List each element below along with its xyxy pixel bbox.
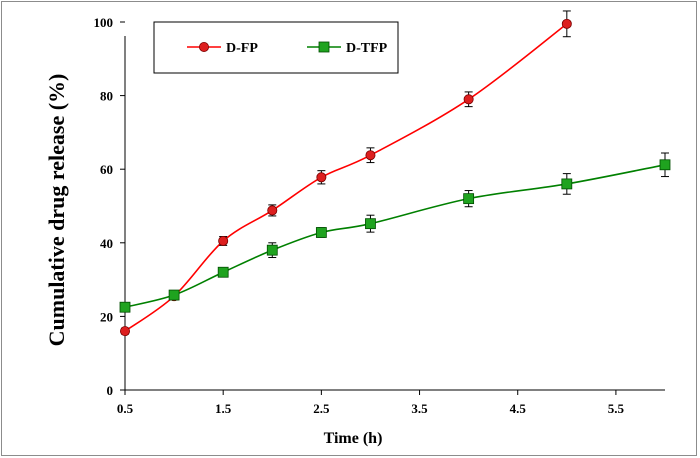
axes: 0.5 1.5 2.5 3.5 4.5 5.5 0 20 40 60 80 100: [94, 15, 665, 416]
x-tick-label: 5.5: [608, 401, 625, 416]
y-tick-label: 40: [100, 236, 113, 251]
legend: D-FP D-TFP: [153, 21, 399, 74]
legend-label: D-FP: [226, 41, 258, 56]
y-tick-label: 60: [100, 162, 113, 177]
data-point: [463, 94, 474, 105]
x-tick-label: 0.5: [117, 401, 134, 416]
data-point: [267, 205, 278, 216]
data-point: [316, 172, 327, 183]
data-point: [365, 150, 376, 161]
data-point: [217, 266, 229, 278]
y-axis-title: Cumulative drug release (%): [44, 74, 69, 347]
x-tick-label: 3.5: [411, 401, 428, 416]
data-point: [365, 218, 376, 230]
data-point: [119, 301, 131, 313]
data-point: [659, 159, 671, 171]
y-tick-label: 20: [100, 309, 113, 324]
data-point: [218, 235, 229, 246]
series-line: [124, 163, 666, 308]
x-axis-title: Time (h): [324, 430, 383, 447]
y-tick-label: 80: [100, 89, 113, 104]
legend-marker: [318, 41, 330, 53]
data-point: [266, 244, 278, 256]
legend-marker: [198, 42, 209, 53]
series-layer: [119, 10, 671, 337]
data-point: [168, 289, 180, 301]
series-d-tfp: [119, 152, 671, 313]
x-tick-label: 2.5: [313, 401, 330, 416]
y-tick-label: 100: [94, 15, 114, 30]
data-point: [561, 18, 572, 29]
legend-item-d-fp: D-FP: [187, 41, 258, 56]
x-tick-label: 1.5: [215, 401, 232, 416]
data-point: [463, 193, 475, 205]
legend-item-d-tfp: D-TFP: [307, 41, 388, 56]
legend-label: D-TFP: [346, 41, 388, 56]
x-tick-label: 4.5: [510, 401, 527, 416]
y-tick-label: 0: [107, 383, 114, 398]
data-point: [561, 178, 573, 190]
data-point: [315, 227, 327, 238]
data-point: [120, 326, 131, 337]
